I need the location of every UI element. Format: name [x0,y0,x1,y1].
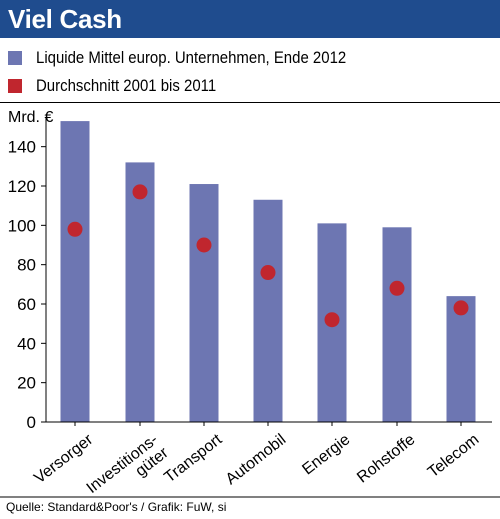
legend-swatch-bar [8,51,22,65]
legend-item-cash: Liquide Mittel europ. Unternehmen, Ende … [8,47,389,69]
y-tick-label: 0 [27,413,36,432]
average-dot-7 [453,300,469,316]
bar-7 [446,296,476,422]
y-tick-label: 120 [8,177,36,196]
y-tick-label: 80 [17,256,36,275]
y-unit-label: Mrd. € [8,109,53,126]
bar-6 [382,227,412,422]
legend-label-average: Durchschnitt 2001 bis 2011 [36,76,217,95]
y-tick-label: 40 [17,334,36,353]
x-category-label: Automobil [223,431,290,488]
title-bar: Viel Cash [0,0,500,38]
legend-label-cash: Liquide Mittel europ. Unternehmen, Ende … [36,48,347,67]
bar-1 [60,121,90,422]
bar-4 [253,199,283,422]
x-category-label: Transport [161,431,225,487]
x-category-label: Investitions-güter [84,431,173,498]
legend-divider [0,102,500,103]
bar-2 [125,162,155,422]
average-dot-2 [132,184,148,200]
x-category-label: Versorger [31,431,97,488]
legend-item-average: Durchschnitt 2001 bis 2011 [8,75,241,97]
legend-swatch-dot [8,79,22,93]
x-category-label: Energie [299,431,353,478]
x-category-label: Rohstoffe [354,431,418,486]
average-dot-5 [324,312,340,328]
bar-3 [189,184,219,422]
y-tick-label: 140 [8,138,36,157]
average-dot-4 [260,265,276,281]
average-dot-3 [196,237,212,253]
bar-chart: Mrd. € 0 20 40 60 80 100 120 140 VersorgerInvesti… [0,109,500,498]
y-tick-label: 60 [17,295,36,314]
x-category-label: Telecom [425,431,482,481]
average-dot-1 [67,221,83,237]
y-tick-label: 20 [17,374,36,393]
y-tick-label: 100 [8,216,36,235]
source-note: Quelle: Standard&Poor's / Grafik: FuW, s… [6,500,227,514]
average-dot-6 [389,280,405,296]
chart-title: Viel Cash [8,4,122,34]
